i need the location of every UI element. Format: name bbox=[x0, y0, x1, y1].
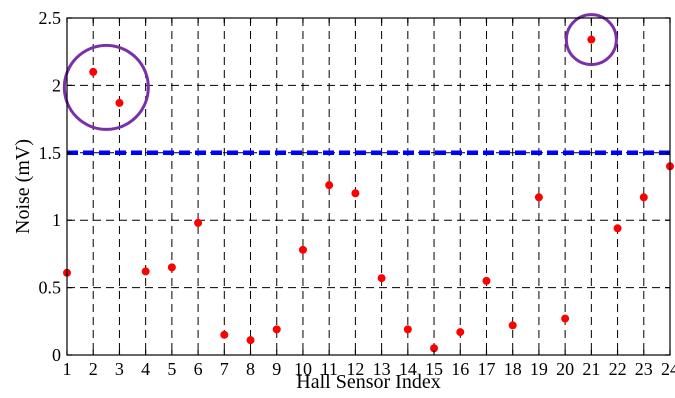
x-tick-label: 13 bbox=[373, 359, 391, 379]
data-point bbox=[89, 67, 98, 76]
data-point bbox=[220, 330, 229, 339]
x-tick-label: 2 bbox=[89, 359, 98, 379]
x-tick-label: 20 bbox=[556, 359, 574, 379]
y-tick-label: 2 bbox=[52, 75, 61, 95]
data-point bbox=[298, 245, 307, 254]
data-point bbox=[351, 189, 360, 198]
x-axis-title: Hall Sensor Index bbox=[296, 371, 440, 393]
x-tick-label: 15 bbox=[425, 359, 443, 379]
data-point bbox=[534, 193, 543, 202]
tick-marks bbox=[66, 17, 671, 356]
y-tick-label: 0 bbox=[52, 345, 61, 365]
x-tick-label: 18 bbox=[504, 359, 522, 379]
y-tick-label: 1.5 bbox=[39, 143, 62, 163]
data-point bbox=[141, 267, 150, 276]
x-tick-label: 21 bbox=[582, 359, 600, 379]
y-tick-labels: 0 0.5 1 1.5 2 2.5 bbox=[39, 8, 62, 365]
x-tick-label: 11 bbox=[321, 359, 338, 379]
y-axis-title: Noise (mV) bbox=[12, 139, 34, 234]
x-tick-label: 10 bbox=[294, 359, 312, 379]
x-tick-label: 3 bbox=[115, 359, 124, 379]
data-point bbox=[325, 181, 334, 190]
data-point bbox=[508, 321, 517, 330]
x-tick-label: 24 bbox=[661, 359, 675, 379]
x-tick-label: 14 bbox=[399, 359, 417, 379]
data-points bbox=[63, 35, 674, 353]
data-point bbox=[194, 218, 203, 227]
x-tick-label: 19 bbox=[530, 359, 548, 379]
x-tick-label: 4 bbox=[141, 359, 150, 379]
y-tick-label: 2.5 bbox=[39, 8, 62, 28]
x-tick-labels: 1 2 3 4 5 6 7 8 9 10 11 12 13 14 15 16 17 18 19 20 21 22 23 24 bbox=[63, 359, 675, 379]
grid bbox=[67, 18, 670, 355]
data-point bbox=[272, 325, 281, 334]
x-tick-label: 22 bbox=[609, 359, 627, 379]
data-point bbox=[167, 263, 176, 272]
y-tick-label: 1 bbox=[52, 210, 61, 230]
data-point bbox=[639, 193, 648, 202]
x-tick-label: 8 bbox=[246, 359, 255, 379]
data-point bbox=[456, 328, 465, 337]
x-tick-label: 9 bbox=[272, 359, 281, 379]
highlight-circle bbox=[62, 43, 150, 131]
x-tick-label: 23 bbox=[635, 359, 653, 379]
x-tick-label: 1 bbox=[63, 359, 72, 379]
x-tick-label: 12 bbox=[346, 359, 364, 379]
data-point bbox=[403, 325, 412, 334]
data-point bbox=[430, 344, 439, 353]
highlight-circle bbox=[564, 13, 618, 67]
x-tick-label: 5 bbox=[167, 359, 176, 379]
data-point bbox=[482, 276, 491, 285]
x-tick-label: 7 bbox=[220, 359, 229, 379]
data-point bbox=[246, 336, 255, 345]
y-tick-label: 0.5 bbox=[39, 278, 62, 298]
x-tick-label: 17 bbox=[477, 359, 495, 379]
data-point bbox=[377, 274, 386, 283]
highlight-layer bbox=[62, 13, 618, 131]
x-tick-label: 6 bbox=[194, 359, 203, 379]
data-point bbox=[561, 314, 570, 323]
plot-frame bbox=[66, 17, 671, 356]
data-point bbox=[587, 35, 596, 44]
x-tick-label: 16 bbox=[451, 359, 469, 379]
data-point bbox=[115, 98, 124, 107]
data-point bbox=[613, 224, 622, 233]
